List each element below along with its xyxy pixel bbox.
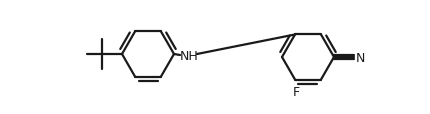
Text: NH: NH	[180, 49, 198, 62]
Text: F: F	[292, 85, 300, 98]
Text: N: N	[356, 51, 366, 64]
